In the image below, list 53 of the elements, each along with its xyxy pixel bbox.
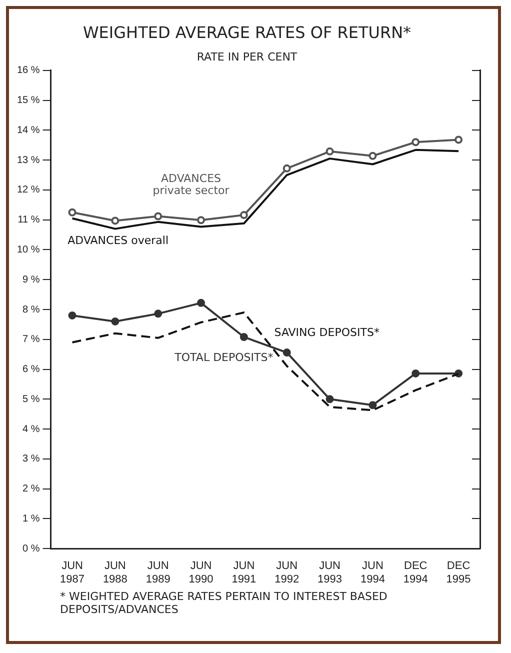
y-tick-label: 8 % xyxy=(22,304,40,316)
y-tick-label: 14 % xyxy=(16,124,40,136)
chart-subtitle: RATE IN PER CENT xyxy=(196,50,298,64)
point xyxy=(197,298,206,307)
x-tick-label: JUN 1989 xyxy=(146,560,170,586)
y-tick-label: 13 % xyxy=(16,154,40,166)
point xyxy=(326,395,334,404)
x-tick-label: JUN 1988 xyxy=(102,560,128,586)
x-tick-label: JUN 1990 xyxy=(188,560,214,586)
point xyxy=(368,152,377,160)
series-label: SAVING DEPOSITS* xyxy=(274,326,380,339)
y-tick-label: 12 % xyxy=(16,184,40,196)
y-tick-label: 16 % xyxy=(16,65,40,76)
x-tick-label: DEC 1995 xyxy=(446,560,471,586)
x-tick-label: DEC 1994 xyxy=(403,560,428,586)
point xyxy=(197,216,206,224)
y-tick-label: 11 % xyxy=(18,214,40,226)
point xyxy=(154,212,162,220)
x-tick-label: JUN 1991 xyxy=(232,560,256,586)
y-tick-label: 9 % xyxy=(22,274,40,286)
y-tick-label: 5 % xyxy=(22,394,40,405)
x-tick-label: JUN 1992 xyxy=(274,560,300,586)
point xyxy=(240,211,248,220)
series-label: ADVANCES private sector xyxy=(152,172,230,198)
y-tick-label: 1 % xyxy=(22,513,40,524)
point xyxy=(454,136,463,144)
y-tick-label: 4 % xyxy=(22,424,40,435)
point xyxy=(412,369,420,378)
point xyxy=(68,311,76,320)
series-label: ADVANCES overall xyxy=(68,234,169,247)
y-tick-label: 6 % xyxy=(22,364,40,376)
point xyxy=(282,164,291,172)
x-tick-label: JUN 1987 xyxy=(60,560,84,586)
y-tick-label: 0 % xyxy=(22,543,40,554)
point xyxy=(282,348,291,357)
x-tick-label: JUN 1994 xyxy=(360,560,385,586)
point xyxy=(412,138,420,146)
y-tick-label: 7 % xyxy=(22,334,40,346)
point xyxy=(68,208,76,216)
point xyxy=(154,310,162,318)
chart-title: WEIGHTED AVERAGE RATES OF RETURN* xyxy=(82,22,412,42)
point xyxy=(326,147,334,156)
point xyxy=(240,332,248,341)
text: * WEIGHTED AVERAGE RATES PERTAIN TO INTEREST BASED DEPOSITS/ADVANCES xyxy=(60,590,388,616)
y-tick-label: 2 % xyxy=(22,484,40,495)
point xyxy=(111,317,120,326)
y-tick-label: 10 % xyxy=(16,244,40,256)
point xyxy=(111,216,120,225)
y-tick-label: 15 % xyxy=(16,95,40,106)
x-tick-label: JUN 1993 xyxy=(318,560,342,586)
point xyxy=(368,401,377,410)
series-label: TOTAL DEPOSITS* xyxy=(174,350,274,364)
y-tick-label: 3 % xyxy=(22,454,40,465)
